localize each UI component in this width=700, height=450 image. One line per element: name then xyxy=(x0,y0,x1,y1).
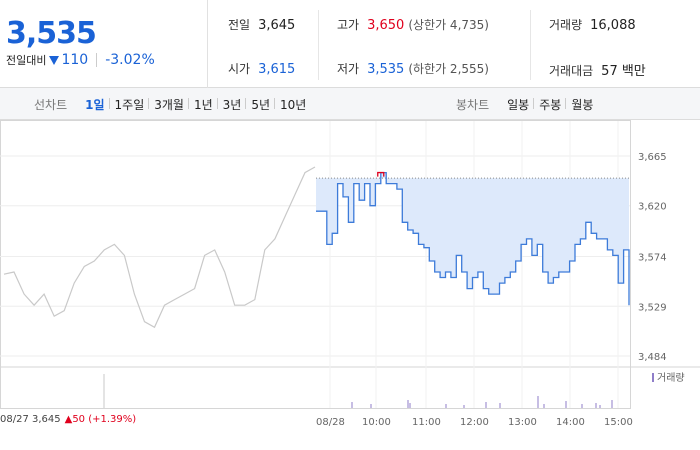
stat-value: 16,088 xyxy=(590,18,636,33)
tab-weekly-candle[interactable]: 주봉 xyxy=(533,96,566,113)
price-summary: 3,535 전일대비 110 -3.02% xyxy=(0,0,208,88)
stat-value: 3,615 xyxy=(258,62,296,77)
volume-legend-swatch xyxy=(652,373,654,382)
change-label: 전일대비 xyxy=(6,54,47,67)
stat-label: 전일 xyxy=(228,18,251,32)
series-previous-day-line xyxy=(3,166,316,329)
tab-5-years[interactable]: 5년 xyxy=(245,96,275,113)
line-chart-tabs: 선차트 1일 1주일 3개월 1년 3년 5년 10년 xyxy=(34,88,311,120)
tab-1-week[interactable]: 1주일 xyxy=(108,96,150,113)
tab-1-day[interactable]: 1일 xyxy=(85,97,105,112)
stat-label: 고가 xyxy=(337,18,360,32)
tab-3-years[interactable]: 3년 xyxy=(216,96,247,113)
series-today-fill xyxy=(316,172,629,306)
change-row: 전일대비 110 -3.02% xyxy=(6,52,155,68)
tab-10-years[interactable]: 10년 xyxy=(274,96,311,113)
stat-value: 3,650 xyxy=(367,18,405,33)
divider xyxy=(530,10,531,80)
x-tick-label: 15:00 xyxy=(604,417,633,428)
previous-day-info: 08/27 3,645 ▲50 (+1.39%) xyxy=(0,414,136,425)
tab-monthly-candle[interactable]: 월봉 xyxy=(565,96,598,113)
candle-chart-title: 봉차트 xyxy=(456,97,490,112)
y-tick-label: 3,529 xyxy=(638,302,667,313)
chart-period-tabs: 선차트 1일 1주일 3개월 1년 3년 5년 10년 봉차트 일봉 주봉 월봉 xyxy=(0,88,700,120)
stat-sub: (상한가 4,735) xyxy=(408,18,489,32)
high-marker xyxy=(377,171,385,177)
series-today-line xyxy=(316,171,630,306)
tab-3-months[interactable]: 3개월 xyxy=(148,96,189,113)
stat-trade-value: 거래대금 57 백만 xyxy=(549,60,646,79)
previous-day-label: 08/27 3,645 xyxy=(0,414,61,425)
divider xyxy=(318,10,319,80)
x-tick-label: 14:00 xyxy=(556,417,585,428)
stat-high: 고가 3,650 (상한가 4,735) xyxy=(337,16,489,33)
line-chart-title: 선차트 xyxy=(34,97,68,112)
divider xyxy=(96,53,98,67)
tab-daily-candle[interactable]: 일봉 xyxy=(507,97,530,112)
stat-sub: (하한가 2,555) xyxy=(408,62,489,76)
change-rate: -3.02% xyxy=(105,52,155,68)
price-chart: 3,665 3,620 3,574 3,529 3,484 08/28 10:00 11:00… xyxy=(0,120,700,450)
quote-header: 3,535 전일대비 110 -3.02% 전일 3,645 고가 3,650 … xyxy=(0,0,700,88)
price-chart-svg: 3,665 3,620 3,574 3,529 3,484 08/28 10:00 11:00… xyxy=(0,120,700,428)
stat-open: 시가 3,615 xyxy=(228,60,295,77)
x-tick-label: 11:00 xyxy=(412,417,441,428)
x-tick-label: 08/28 xyxy=(316,417,345,428)
y-tick-label: 3,484 xyxy=(638,352,667,363)
candle-chart-tabs: 봉차트 일봉 주봉 월봉 xyxy=(456,88,598,120)
volume-legend-label: 거래량 xyxy=(657,372,685,384)
x-tick-label: 10:00 xyxy=(362,417,391,428)
change-amount: 110 xyxy=(61,52,89,68)
stat-value: 57 백만 xyxy=(601,64,646,79)
plot-frame xyxy=(0,120,631,409)
y-tick-label: 3,574 xyxy=(638,253,667,264)
stat-value: 3,535 xyxy=(367,62,405,77)
stat-label: 거래량 xyxy=(549,18,583,32)
current-price: 3,535 xyxy=(6,16,97,51)
tab-1-year[interactable]: 1년 xyxy=(187,96,218,113)
stat-label: 시가 xyxy=(228,62,251,76)
down-arrow-icon xyxy=(49,55,60,65)
stat-label: 저가 xyxy=(337,62,360,76)
stat-value: 3,645 xyxy=(258,18,296,33)
stat-volume: 거래량 16,088 xyxy=(549,16,636,33)
stat-low: 저가 3,535 (하한가 2,555) xyxy=(337,60,489,77)
x-tick-label: 12:00 xyxy=(460,417,489,428)
previous-day-change: ▲50 (+1.39%) xyxy=(64,414,137,425)
y-tick-label: 3,620 xyxy=(638,202,667,213)
y-tick-label: 3,665 xyxy=(638,152,667,163)
stat-prev-close: 전일 3,645 xyxy=(228,16,295,33)
stat-label: 거래대금 xyxy=(549,64,594,78)
x-tick-label: 13:00 xyxy=(508,417,537,428)
